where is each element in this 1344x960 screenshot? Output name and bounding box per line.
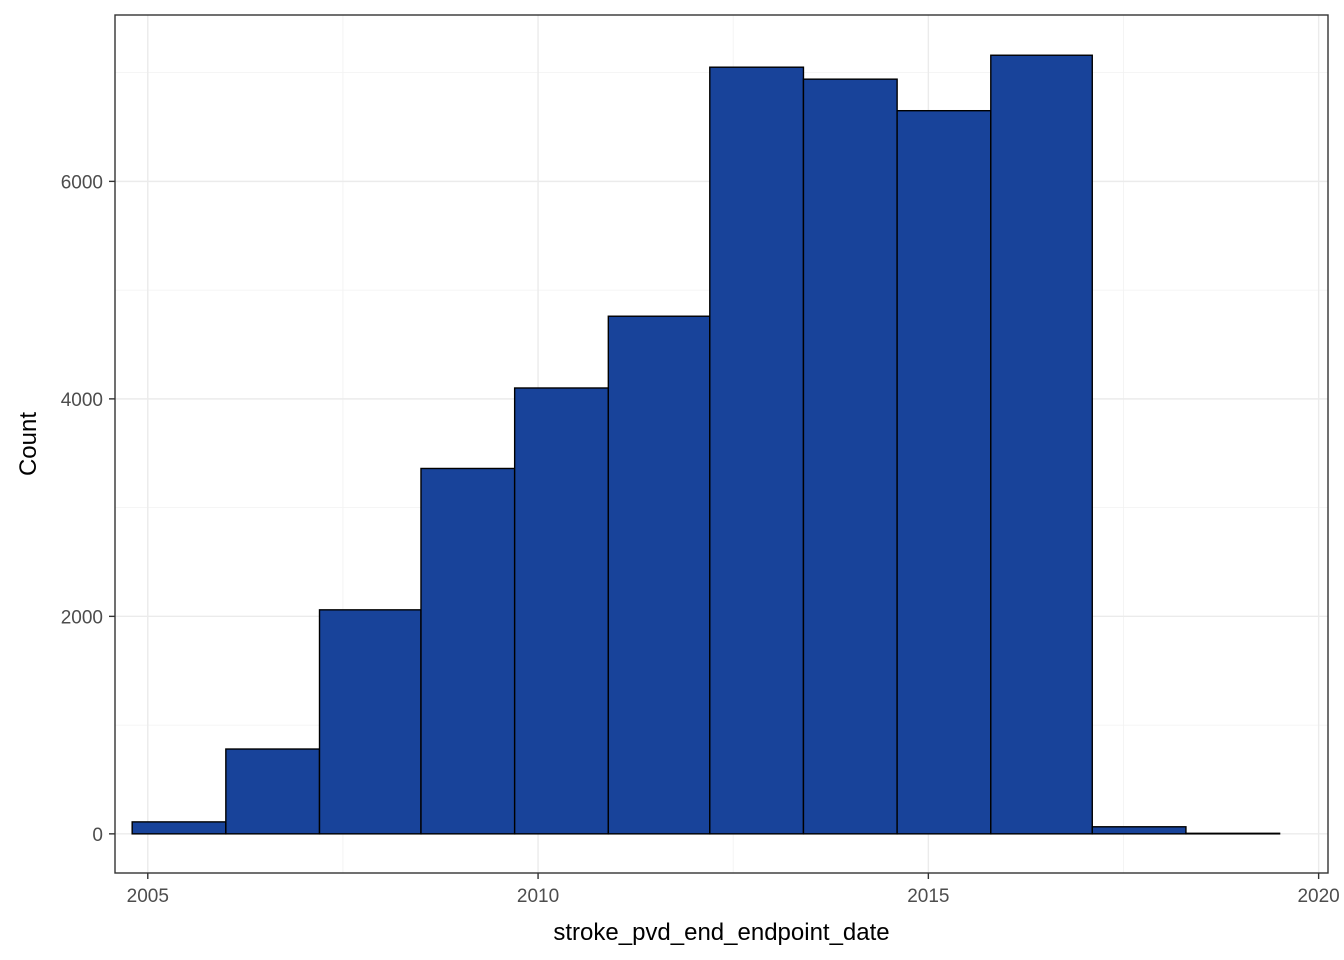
histogram-bar-5 bbox=[513, 387, 610, 835]
x-tick-label: 2020 bbox=[1297, 886, 1339, 907]
panel-border bbox=[114, 14, 1329, 874]
y-axis-title: Count bbox=[15, 412, 42, 476]
histogram-bar-8 bbox=[802, 78, 898, 835]
histogram-bar-11 bbox=[1091, 826, 1187, 835]
histogram-bar-6 bbox=[607, 315, 711, 835]
histogram-bar-9 bbox=[896, 109, 992, 835]
histogram-bar-4 bbox=[420, 467, 516, 835]
x-tick-label: 2015 bbox=[907, 886, 949, 907]
histogram-bar-3 bbox=[318, 609, 422, 835]
plot-panel: 2005 2010 2015 2020 0 2000 4000 6000 bbox=[61, 14, 1340, 907]
x-tick-label: 2010 bbox=[517, 886, 559, 907]
y-tick-label: 0 bbox=[92, 825, 103, 846]
histogram-bar-1 bbox=[131, 821, 227, 835]
y-tick-label: 6000 bbox=[61, 172, 103, 193]
histogram-bar-2 bbox=[225, 748, 321, 835]
y-tick-label: 4000 bbox=[61, 390, 103, 411]
histogram-bar-12 bbox=[1185, 832, 1281, 835]
y-tick-label: 2000 bbox=[61, 607, 103, 628]
histogram-bar-10 bbox=[990, 54, 1093, 835]
x-axis-title: stroke_pvd_end_endpoint_date bbox=[553, 919, 889, 946]
x-tick-label: 2005 bbox=[127, 886, 169, 907]
histogram-bar-7 bbox=[709, 66, 805, 835]
